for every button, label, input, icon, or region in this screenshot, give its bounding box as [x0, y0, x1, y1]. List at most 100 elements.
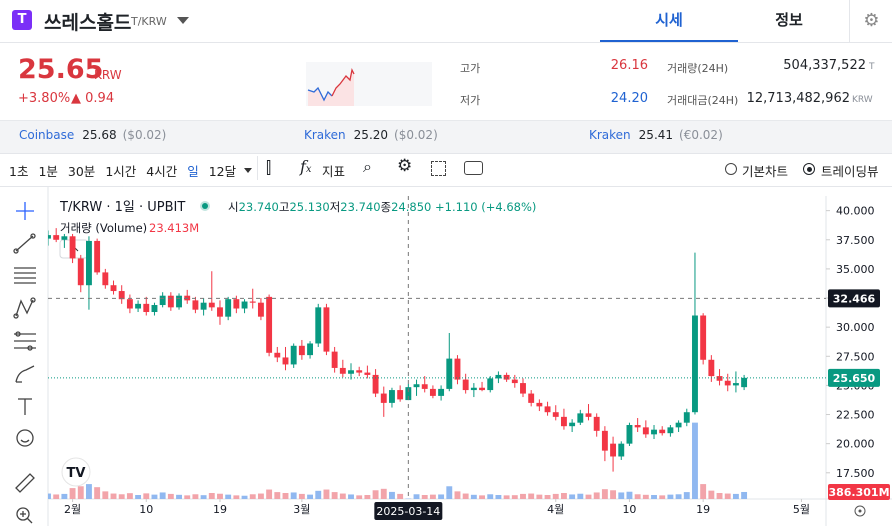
- tab[interactable]: 정보: [775, 11, 803, 29]
- volume-bar: [348, 494, 354, 499]
- exchange-diff: ($0.02): [394, 128, 438, 142]
- projection-tool[interactable]: [14, 331, 36, 351]
- stat-value: 12,713,482,962: [746, 91, 850, 106]
- radio-selected[interactable]: [803, 163, 815, 175]
- volume-title: 거래량 (Volume): [60, 221, 147, 235]
- crosshair-tool[interactable]: [16, 202, 34, 220]
- volume-bar: [323, 489, 330, 499]
- candle-body: [511, 379, 518, 384]
- candle-body: [552, 412, 559, 417]
- candle-body: [560, 416, 567, 427]
- fullscreen-button[interactable]: [431, 161, 446, 176]
- candle-body: [479, 387, 485, 391]
- interval-dropdown[interactable]: [244, 168, 252, 173]
- volume-bar: [356, 495, 363, 499]
- interval-button[interactable]: 4시간: [146, 164, 178, 179]
- chart-mode[interactable]: 트레이딩뷰: [821, 164, 879, 179]
- tradingview-logo: TV: [61, 457, 91, 487]
- interval-button[interactable]: 일: [187, 164, 199, 179]
- crosshair-price-tag: [828, 289, 880, 308]
- candle-body: [462, 379, 469, 391]
- candle-body: [151, 305, 158, 313]
- pair-dropdown[interactable]: [177, 17, 189, 24]
- screenshot-button[interactable]: [464, 161, 483, 175]
- volume-bar: [593, 492, 600, 499]
- volume-bar: [741, 491, 748, 499]
- y-tick-label: 35.000: [836, 263, 875, 276]
- exchange-diff: ($0.02): [122, 128, 167, 142]
- indicator-button[interactable]: 지표: [322, 164, 346, 179]
- volume-bar: [200, 495, 207, 499]
- zoom-tool[interactable]: [16, 507, 33, 524]
- candle-body: [167, 295, 174, 308]
- volume-bar: [511, 495, 518, 499]
- candle-body: [159, 295, 166, 306]
- pattern-tool[interactable]: [13, 297, 36, 319]
- candle-body: [85, 240, 92, 286]
- candle-body: [282, 357, 289, 365]
- interval-button[interactable]: 12달: [208, 164, 237, 179]
- candle-body: [626, 425, 633, 444]
- volume-bar: [77, 486, 84, 499]
- brush-tool[interactable]: [15, 365, 35, 383]
- volume-bar: [85, 484, 92, 499]
- replay-button[interactable]: ⌕: [363, 157, 372, 176]
- ohlc-label: 시: [228, 200, 239, 214]
- trend-line-tool[interactable]: [13, 233, 36, 254]
- chart-type-button[interactable]: ⫿: [266, 158, 272, 177]
- candle-body: [544, 406, 551, 413]
- emoji-tool[interactable]: [16, 429, 34, 447]
- candle-body: [429, 388, 436, 396]
- volume-bar: [217, 493, 223, 499]
- x-tick-label: 10: [139, 503, 153, 516]
- volume-bar: [438, 494, 445, 499]
- settings-axis-button[interactable]: [854, 505, 866, 517]
- indicator-icon[interactable]: fx: [300, 157, 312, 176]
- volume-bar: [274, 492, 281, 499]
- volume-bar: [48, 493, 51, 499]
- candle-body: [675, 422, 682, 428]
- stat-label: 고가: [460, 62, 481, 75]
- interval-button[interactable]: 1초: [9, 164, 29, 179]
- candle-body: [708, 359, 715, 377]
- stat-value: 504,337,522: [783, 58, 866, 73]
- status-dot: [202, 203, 208, 209]
- price-change-value: 0.94: [85, 91, 115, 106]
- current-price: 25.65: [18, 54, 104, 85]
- volume-bar: [462, 493, 469, 499]
- interval-button[interactable]: 1시간: [105, 164, 137, 179]
- interval-button[interactable]: 1분: [38, 164, 58, 179]
- candle-body: [53, 235, 60, 240]
- volume-bar: [380, 488, 387, 499]
- candle-body: [700, 315, 707, 360]
- volume-bar: [503, 495, 510, 499]
- volume-bar: [610, 490, 617, 499]
- x-tick-label: 19: [213, 503, 227, 516]
- ohlc-value: 24.850: [391, 200, 431, 214]
- candle-body: [307, 343, 314, 356]
- volume-bar: [389, 491, 395, 499]
- candle-body: [577, 413, 584, 423]
- volume-bar: [470, 494, 477, 499]
- candle-body: [143, 303, 150, 313]
- candle-body: [290, 345, 297, 365]
- settings-button[interactable]: ⚙: [849, 0, 892, 42]
- fib-tool[interactable]: [14, 267, 36, 284]
- ruler-tool[interactable]: [15, 473, 35, 493]
- interval-button[interactable]: 30분: [67, 164, 96, 179]
- volume-bar: [167, 493, 174, 499]
- candle-body: [233, 299, 240, 309]
- volume-bar: [192, 494, 199, 499]
- radio[interactable]: [725, 163, 737, 175]
- chart-mode[interactable]: 기본차트: [742, 164, 789, 179]
- volume-bar: [241, 495, 248, 499]
- volume-bar: [495, 495, 502, 499]
- candle-body: [135, 303, 142, 309]
- svg-text:TV: TV: [67, 466, 86, 481]
- volume-bar: [413, 494, 420, 499]
- candle-body: [323, 307, 330, 352]
- coin-name: 쓰레스홀드: [44, 12, 132, 34]
- text-tool[interactable]: [18, 398, 32, 415]
- chart-settings-button[interactable]: ⚙: [397, 156, 413, 176]
- tab-active[interactable]: 시세: [600, 0, 738, 42]
